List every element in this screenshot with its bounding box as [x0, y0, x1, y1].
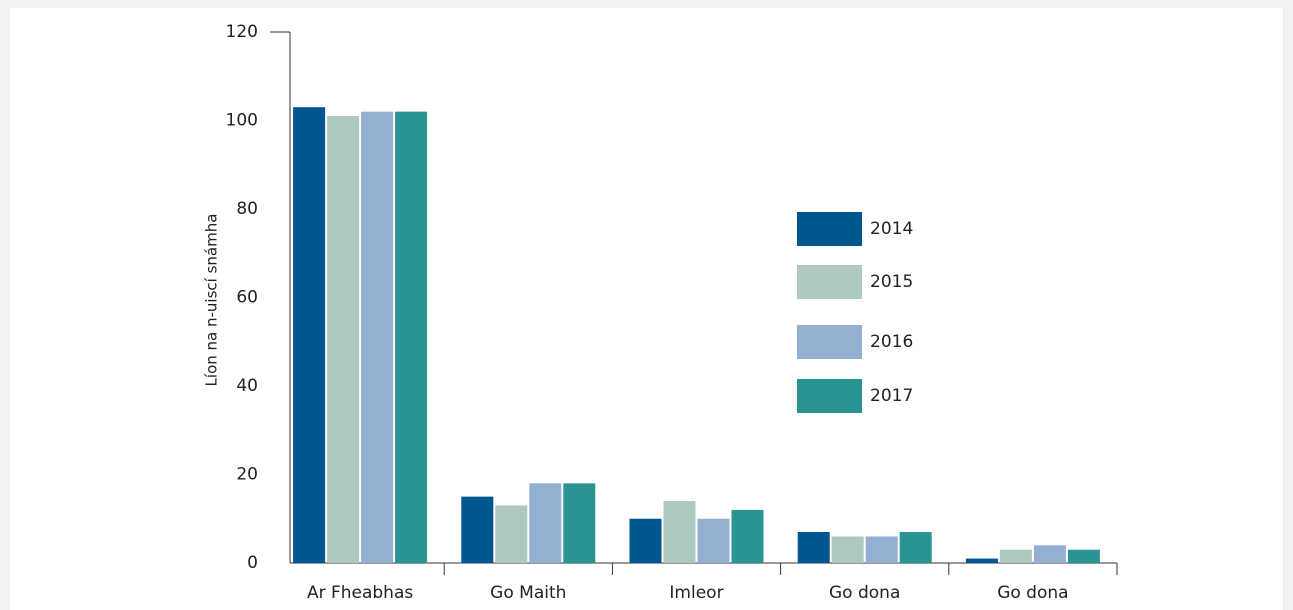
bar: [293, 107, 326, 563]
panel: [10, 8, 1283, 610]
bar: [999, 549, 1032, 563]
y-tick-label: 120: [226, 22, 258, 42]
bar: [361, 111, 394, 564]
bar: [1033, 545, 1066, 563]
bar: [965, 558, 998, 563]
x-tick-label: Go dona: [997, 583, 1068, 603]
bar: [865, 536, 898, 563]
bar: [461, 496, 494, 563]
bar: [395, 111, 428, 564]
y-axis-label: Líon na n-uiscí snámha: [203, 214, 221, 387]
bar: [831, 536, 864, 563]
y-tick-label: 60: [236, 288, 258, 308]
legend-label: 2014: [870, 219, 913, 239]
y-tick-label: 0: [247, 553, 258, 573]
bar: [731, 509, 764, 563]
bar: [697, 518, 730, 563]
x-tick-label: Go Maith: [490, 583, 566, 603]
bar: [563, 483, 596, 563]
y-tick-label: 100: [226, 111, 258, 131]
y-tick-label: 40: [236, 376, 258, 396]
bar: [529, 483, 562, 563]
bar: [495, 505, 528, 563]
bar: [663, 501, 696, 563]
legend-swatch: [797, 212, 862, 246]
bar: [1067, 549, 1100, 563]
bar: [797, 532, 830, 563]
legend-swatch: [797, 379, 862, 413]
bar: [899, 532, 932, 563]
legend-label: 2016: [870, 332, 913, 352]
y-tick-label: 20: [236, 465, 258, 485]
x-tick-label: Go dona: [829, 583, 900, 603]
x-tick-label: Imleor: [669, 583, 723, 603]
legend-label: 2017: [870, 386, 913, 406]
y-tick-label: 80: [236, 199, 258, 219]
bar: [629, 518, 662, 563]
legend-swatch: [797, 325, 862, 359]
legend-label: 2015: [870, 272, 913, 292]
bar: [327, 116, 360, 563]
legend-swatch: [797, 265, 862, 299]
x-tick-label: Ar Fheabhas: [307, 583, 413, 603]
